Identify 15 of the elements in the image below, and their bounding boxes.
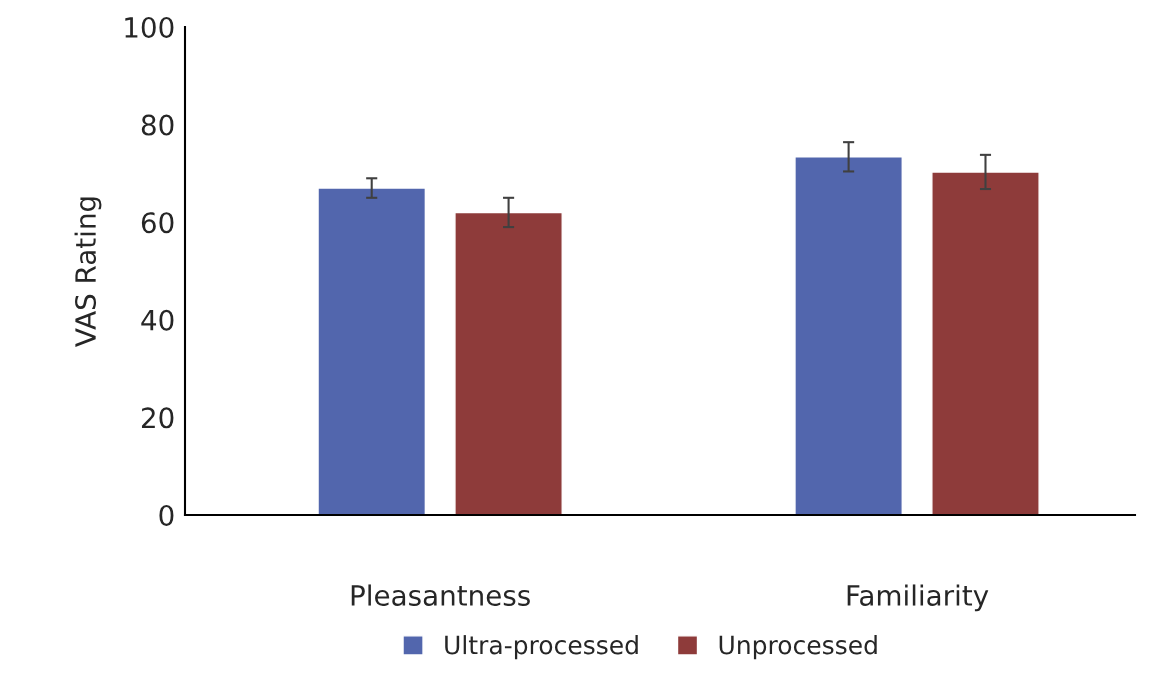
bar	[317, 187, 427, 515]
bar	[931, 171, 1040, 515]
legend-label: Unprocessed	[719, 635, 877, 660]
bar	[454, 211, 563, 515]
y-tick-label: 40	[141, 309, 174, 331]
y-tick-label: 80	[141, 114, 174, 136]
y-axis-title: VAS Rating	[74, 197, 102, 347]
y-tick-label: 60	[141, 212, 174, 234]
bar	[794, 156, 903, 515]
x-tick-label: Pleasantness	[351, 584, 530, 606]
legend-label: Ultra-processed	[445, 635, 638, 660]
x-tick-label: Familiarity	[847, 584, 989, 612]
y-tick-label: 0	[159, 504, 174, 526]
y-tick-label: 20	[141, 407, 174, 429]
y-tick-label: 100	[125, 16, 174, 38]
